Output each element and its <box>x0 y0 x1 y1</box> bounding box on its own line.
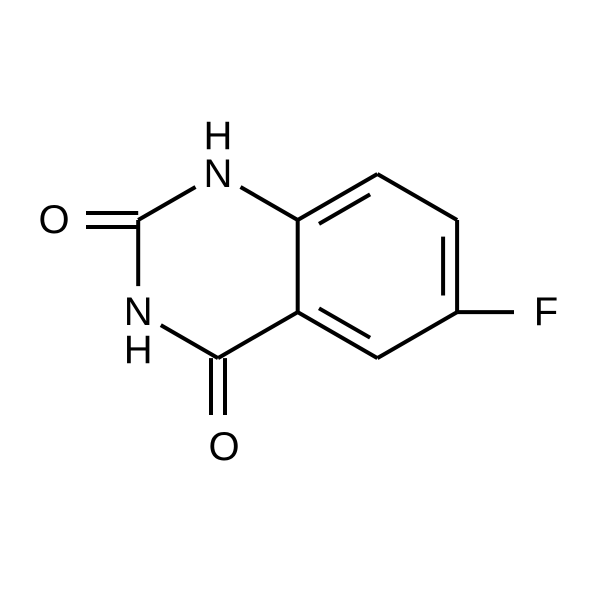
molecule-diagram: NHNHOOF <box>0 0 600 600</box>
atom-label-f: F <box>534 290 558 334</box>
atom-label-n1-h: H <box>204 114 233 158</box>
atom-label-n3-h: H <box>124 328 153 372</box>
atom-label-n1: N <box>204 152 233 196</box>
atom-label-o2: O <box>38 198 69 242</box>
atom-label-o4: O <box>208 425 239 469</box>
